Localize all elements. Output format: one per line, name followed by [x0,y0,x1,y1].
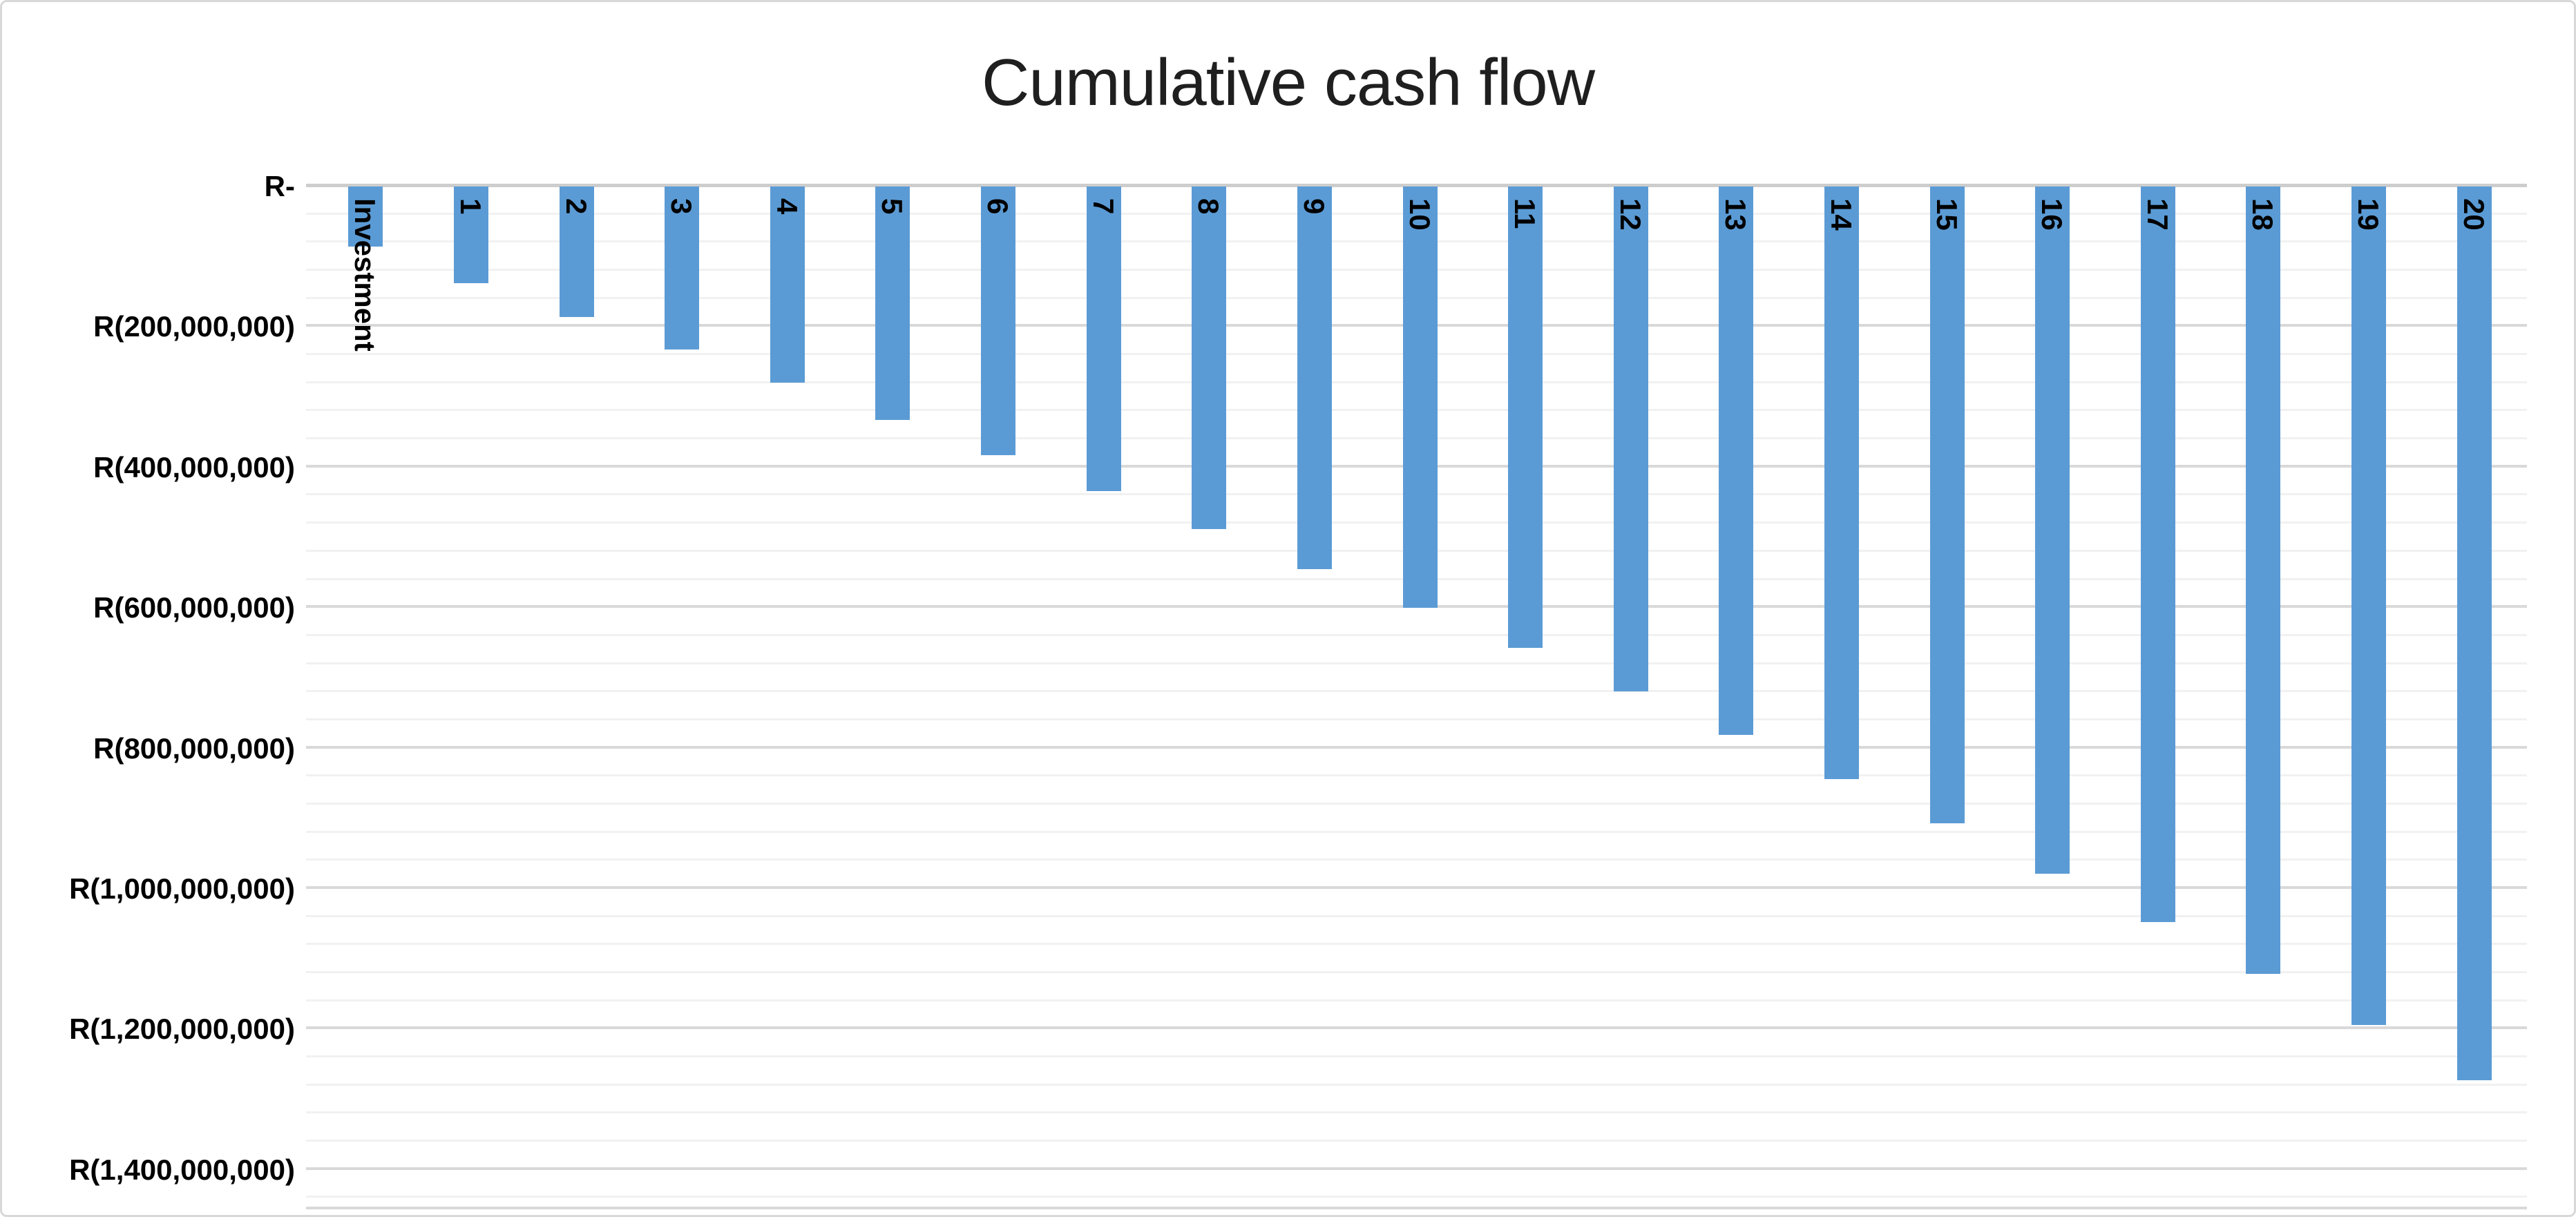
minor-gridline [306,830,2527,833]
category-label-6: 6 [982,198,1015,215]
y-axis-tick-label: R(800,000,000) [93,731,295,765]
bar-8[interactable] [1192,186,1227,530]
bar-13[interactable] [1719,186,1754,736]
y-axis-tick-label: R(1,200,000,000) [69,1013,295,1046]
category-label-12: 12 [1614,198,1647,231]
bar-1[interactable] [453,186,488,284]
category-label-8: 8 [1192,198,1225,215]
minor-gridline [306,859,2527,861]
plot-bottom-edge [306,1207,2527,1209]
zero-axis-line [306,184,2527,187]
category-label-7: 7 [1087,198,1120,215]
chart-title: Cumulative cash flow [981,46,1595,119]
category-label-16: 16 [2036,198,2069,231]
minor-gridline [306,1140,2527,1142]
y-axis-tick-label: R(600,000,000) [93,591,295,624]
y-axis-tick-label: R(400,000,000) [93,450,295,483]
category-label-19: 19 [2352,198,2385,231]
bar-2[interactable] [559,186,594,318]
bar-4[interactable] [770,186,805,383]
y-axis-tick-label: R- [264,170,295,202]
category-label-14: 14 [1824,198,1858,231]
y-axis-tick-label: R(1,400,000,000) [69,1153,295,1186]
category-label-18: 18 [2246,198,2280,231]
bar-20[interactable] [2456,186,2492,1080]
minor-gridline [306,971,2527,974]
minor-gridline [306,1055,2527,1058]
category-label-15: 15 [1930,198,1963,231]
bar-16[interactable] [2035,186,2070,874]
bar-19[interactable] [2351,186,2387,1026]
category-label-9: 9 [1297,198,1330,215]
bar-10[interactable] [1402,186,1438,608]
category-label-2: 2 [560,198,593,215]
minor-gridline [306,802,2527,805]
category-label-5: 5 [876,198,909,215]
category-label-13: 13 [1719,198,1753,231]
minor-gridline [306,1111,2527,1114]
minor-gridline [306,718,2527,720]
minor-gridline [306,914,2527,917]
category-label-11: 11 [1509,198,1542,229]
bar-3[interactable] [665,186,700,349]
minor-gridline [306,1196,2527,1198]
bar-9[interactable] [1297,186,1332,570]
major-gridline [306,1026,2527,1030]
minor-gridline [306,662,2527,664]
category-label-17: 17 [2141,198,2174,231]
bar-12[interactable] [1613,186,1648,692]
category-label-10: 10 [1403,198,1436,231]
category-label-3: 3 [665,198,698,215]
bar-6[interactable] [981,186,1016,455]
bar-investment[interactable] [348,186,383,247]
bar-18[interactable] [2246,186,2281,975]
bar-17[interactable] [2140,186,2175,922]
major-gridline [306,1167,2527,1170]
bar-11[interactable] [1508,186,1543,649]
y-axis-tick-label: R(200,000,000) [93,310,295,343]
bar-15[interactable] [1929,186,1965,824]
y-axis-tick-label: R(1,000,000,000) [69,872,295,905]
bar-5[interactable] [875,186,910,420]
category-label-investment: Investment [349,198,382,352]
minor-gridline [306,633,2527,636]
minor-gridline [306,690,2527,693]
bar-7[interactable] [1086,186,1121,492]
bar-14[interactable] [1824,186,1859,780]
major-gridline [306,886,2527,889]
category-label-1: 1 [454,198,487,215]
minor-gridline [306,1083,2527,1086]
category-label-20: 20 [2457,198,2490,231]
minor-gridline [306,943,2527,946]
major-gridline [306,745,2527,749]
minor-gridline [306,999,2527,1002]
category-label-4: 4 [770,198,803,215]
minor-gridline [306,774,2527,777]
